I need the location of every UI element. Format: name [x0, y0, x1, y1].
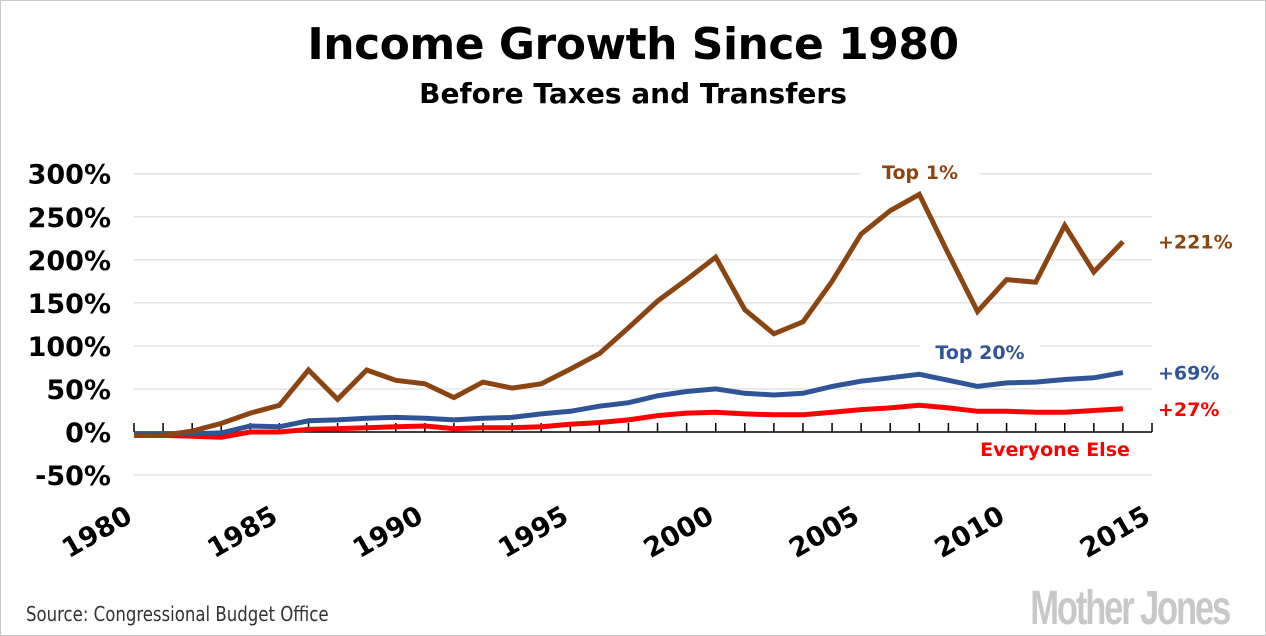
y-tick-label: -50% — [35, 461, 111, 492]
series-name-label-everyone-else: Everyone Else — [980, 439, 1130, 461]
end-value-label-top1: +221% — [1158, 232, 1233, 254]
series-labels: Top 1% +221% Top 20% +69% Everyone Else +27% — [860, 161, 1233, 462]
publisher-logo: Mother Jones — [1030, 582, 1231, 635]
chart-title: Income Growth Since 1980 — [307, 19, 959, 70]
series-name-label-top1: Top 1% — [882, 162, 958, 184]
x-tick-label: 1990 — [348, 500, 429, 564]
series-lines — [134, 190, 1125, 440]
series-line-everyone-else — [134, 402, 1124, 440]
label-background — [995, 438, 1115, 462]
series-line-top1 — [134, 190, 1125, 438]
y-tick-label: 100% — [28, 332, 111, 363]
x-tick-label: 1985 — [202, 500, 283, 564]
x-tick-label: 1995 — [493, 500, 574, 564]
x-tick-label: 2000 — [639, 500, 720, 564]
y-axis-labels: -50% 0% 50% 100% 150% 200% 250% 300% — [28, 160, 111, 492]
series-line-top20 — [134, 370, 1124, 437]
series-name-label-top20: Top 20% — [935, 342, 1024, 364]
label-background — [860, 161, 980, 185]
x-tick-label: 2005 — [784, 500, 865, 564]
y-tick-label: 0% — [65, 418, 111, 449]
end-value-label-everyone-else: +27% — [1158, 399, 1219, 421]
label-background — [920, 341, 1040, 365]
end-value-label-top20: +69% — [1158, 363, 1219, 385]
y-tick-label: 300% — [28, 160, 111, 191]
y-tick-label: 50% — [46, 375, 111, 406]
x-axis-labels: 1980 1985 1990 1995 2000 2005 2010 2015 — [57, 500, 1156, 564]
x-tick-label: 2015 — [1075, 500, 1156, 564]
source-note: Source: Congressional Budget Office — [26, 602, 329, 626]
x-tick-label: 1980 — [57, 500, 138, 564]
y-tick-label: 200% — [28, 246, 111, 277]
y-tick-label: 250% — [28, 203, 111, 234]
y-tick-label: 150% — [28, 289, 111, 320]
chart-subtitle: Before Taxes and Transfers — [419, 77, 847, 110]
x-tick-label: 2010 — [929, 500, 1010, 564]
